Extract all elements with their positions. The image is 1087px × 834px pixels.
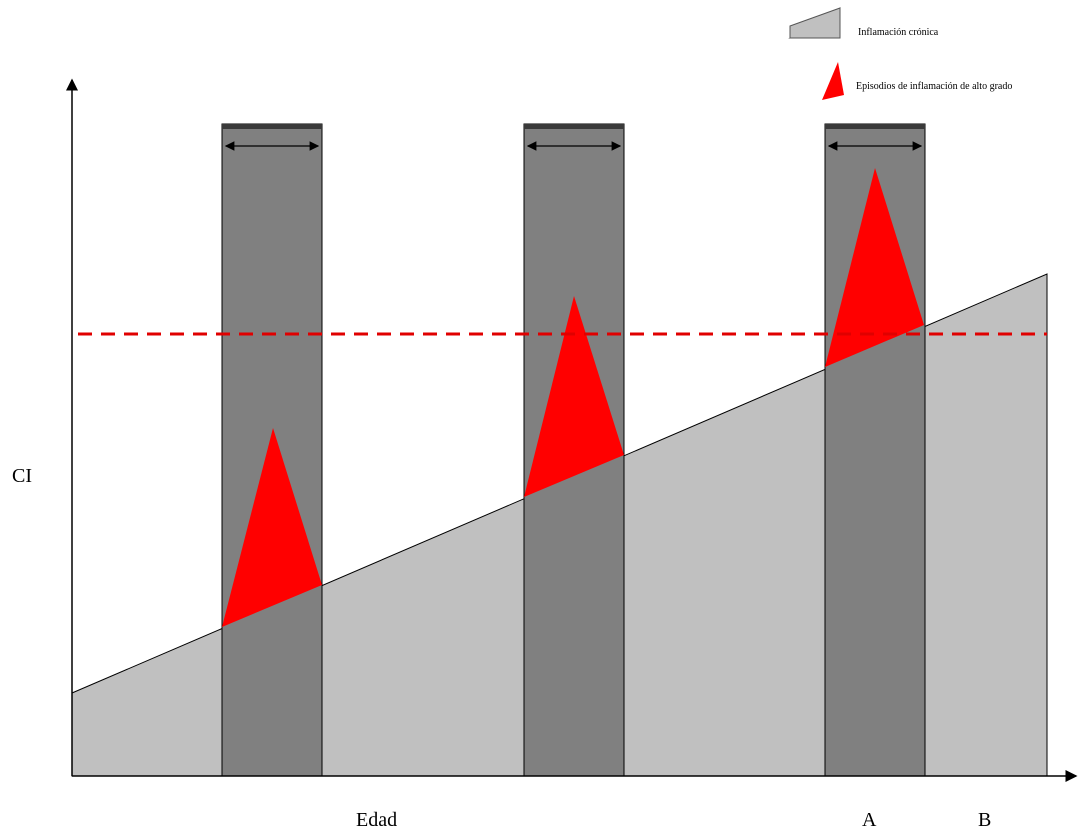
episodes-legend-icon (822, 62, 844, 100)
marker-b-label: B (978, 809, 991, 831)
legend: Inflamación crónica Episodios de inflama… (788, 7, 1012, 100)
marker-a-label: A (862, 809, 877, 831)
chronic-legend-label: Inflamación crónica (858, 27, 939, 38)
episode-bar-1 (221, 123, 323, 777)
x-axis-label: Edad (356, 809, 397, 831)
y-axis-label: CI (12, 465, 32, 487)
episode-bar-3 (824, 123, 926, 777)
episode-peak-3 (825, 168, 924, 367)
episodes-legend-label: Episodios de inflamación de alto grado (856, 81, 1012, 92)
episode-bar-2 (523, 123, 625, 777)
episode-peak-2 (524, 296, 624, 497)
episode-peak-1 (222, 428, 322, 627)
